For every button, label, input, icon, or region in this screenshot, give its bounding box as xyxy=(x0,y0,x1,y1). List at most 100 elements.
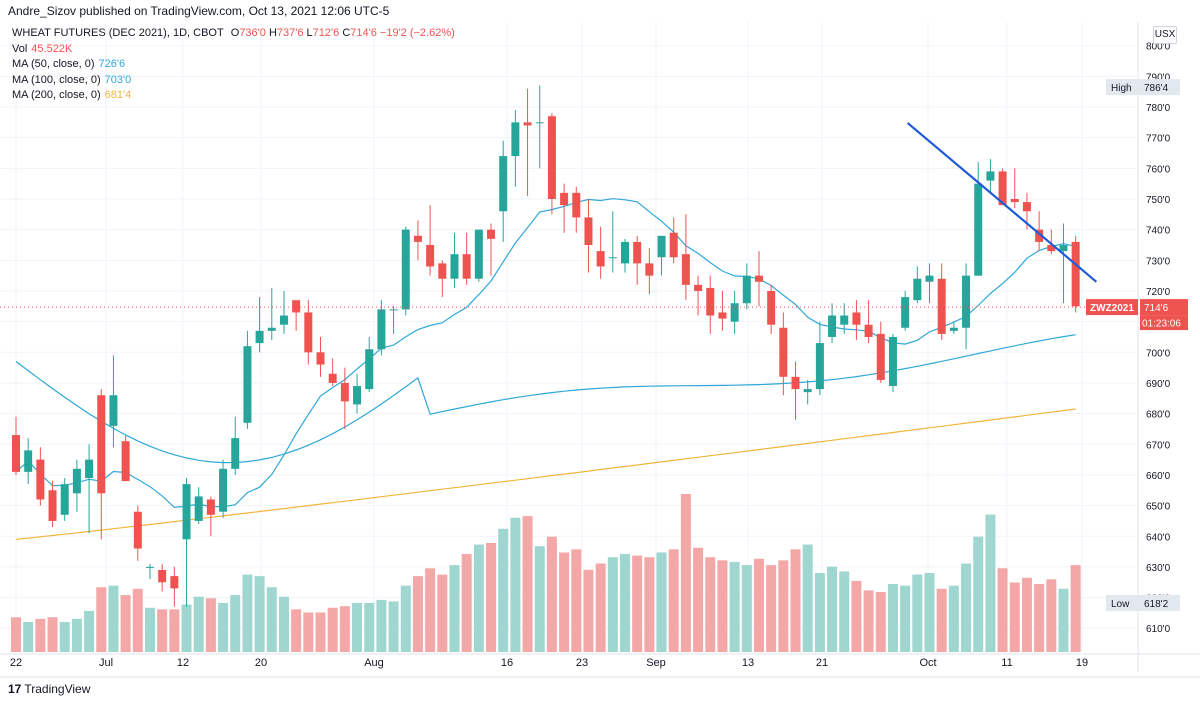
time-tick-label: Jul xyxy=(99,657,113,669)
candle-body xyxy=(767,290,776,325)
volume-bar xyxy=(144,607,155,652)
candle-body xyxy=(779,327,788,377)
volume-bar xyxy=(693,547,704,652)
candle-body xyxy=(888,336,897,387)
volume-bar xyxy=(1046,579,1057,652)
candle-body xyxy=(621,241,629,264)
candle-body xyxy=(231,438,240,469)
candle-body xyxy=(949,327,958,331)
time-tick-label: 16 xyxy=(501,657,513,669)
candle-body xyxy=(511,122,520,157)
legend-symbol-row[interactable]: WHEAT FUTURES (DEC 2021), 1D, CBOT O736'… xyxy=(12,26,455,42)
last-price: 714'6 xyxy=(1144,303,1169,314)
high-value: 786'4 xyxy=(1144,83,1169,94)
price-tick-label: 650'0 xyxy=(1146,502,1171,513)
volume-bar xyxy=(753,558,764,652)
ohlc-close-label: C xyxy=(342,27,351,39)
volume-bar xyxy=(498,528,509,652)
candle-body xyxy=(365,349,374,390)
legend-ma50-row[interactable]: MA (50, close, 0) 726'6 xyxy=(12,57,455,73)
volume-bar xyxy=(851,580,862,652)
volume-bar xyxy=(632,555,643,652)
ma50-line xyxy=(15,198,1076,509)
legend: WHEAT FUTURES (DEC 2021), 1D, CBOT O736'… xyxy=(12,26,455,104)
volume-bar xyxy=(571,549,582,652)
volume-bar xyxy=(388,601,399,652)
volume-bar xyxy=(802,544,813,652)
volume-bar xyxy=(315,612,326,652)
candle-body xyxy=(292,300,301,313)
volume-bar xyxy=(559,552,570,652)
volume-bar xyxy=(790,549,801,652)
volume-bar xyxy=(218,603,229,652)
volume-bar xyxy=(205,598,216,652)
candle-body xyxy=(85,459,94,479)
candle-body xyxy=(401,229,410,310)
volume-bar xyxy=(230,595,241,652)
candle-body xyxy=(60,484,69,515)
candle-body xyxy=(572,192,581,218)
candle-body xyxy=(852,312,861,325)
ohlc-low-label: L xyxy=(306,27,313,39)
candle-body xyxy=(937,278,946,334)
price-tick-label: 760'0 xyxy=(1146,164,1171,175)
candle-body xyxy=(901,297,910,328)
volume-bar xyxy=(985,514,996,652)
candle-body xyxy=(158,569,167,583)
legend-ma100-row[interactable]: MA (100, close, 0) 703'0 xyxy=(12,73,455,89)
candle-body xyxy=(669,232,678,258)
volume-bar xyxy=(59,621,70,652)
volume-bar xyxy=(266,587,277,652)
candle-body xyxy=(560,192,569,206)
time-tick-label: 21 xyxy=(816,657,828,669)
candle-body xyxy=(815,343,824,390)
price-tick-label: 660'0 xyxy=(1146,471,1171,482)
volume-bar xyxy=(71,618,82,652)
volume-label: Vol xyxy=(12,42,28,55)
volume-bar xyxy=(583,569,594,652)
volume-bar xyxy=(473,544,484,652)
candle-body xyxy=(1010,198,1019,203)
ma200-line xyxy=(15,408,1076,540)
candle-body xyxy=(170,576,179,589)
volume-bar xyxy=(924,573,935,652)
volume-bar xyxy=(644,557,655,652)
volume-bar xyxy=(303,612,314,652)
volume-bar xyxy=(875,591,886,652)
volume-bar xyxy=(11,617,21,652)
candle-body xyxy=(523,122,532,126)
ohlc-change: −19'2 (−2.62%) xyxy=(379,27,455,39)
candle-body xyxy=(145,566,154,568)
legend-ma200-row[interactable]: MA (200, close, 0) 681'4 xyxy=(12,88,455,104)
volume-bar xyxy=(400,585,411,652)
candle-body xyxy=(718,312,727,319)
price-tick-label: 640'0 xyxy=(1146,532,1171,543)
ma100-label: MA (100, close, 0) xyxy=(12,73,101,86)
ma100-line xyxy=(15,334,1076,464)
time-tick-label: 11 xyxy=(1001,657,1012,669)
time-tick-label: Oct xyxy=(919,657,936,669)
ohlc-high-label: H xyxy=(268,27,277,39)
volume-bar xyxy=(461,554,472,652)
time-tick-label: 13 xyxy=(742,657,754,669)
candle-body xyxy=(255,330,264,344)
last-symbol-bg xyxy=(1086,299,1138,316)
ohlc-open-value: 736'0 xyxy=(239,27,266,39)
candle-body xyxy=(694,284,703,291)
volume-bar xyxy=(486,542,497,652)
price-tick-label: 750'0 xyxy=(1146,195,1171,206)
price-tick-label: 690'0 xyxy=(1146,379,1171,390)
volume-bar xyxy=(84,610,95,652)
candle-body xyxy=(243,346,252,423)
candle-body xyxy=(219,468,228,512)
currency-badge[interactable]: USX xyxy=(1153,26,1177,44)
volume-bar xyxy=(729,561,740,652)
trendline xyxy=(906,122,1098,283)
tradingview-footer[interactable]: 17 TradingView xyxy=(8,682,90,696)
candle-body xyxy=(633,241,642,264)
ma100-value: 703'0 xyxy=(104,73,132,86)
volume-bar xyxy=(839,571,850,652)
last-price-bg xyxy=(1140,299,1188,316)
legend-volume-row[interactable]: Vol 45.522K xyxy=(12,42,455,58)
